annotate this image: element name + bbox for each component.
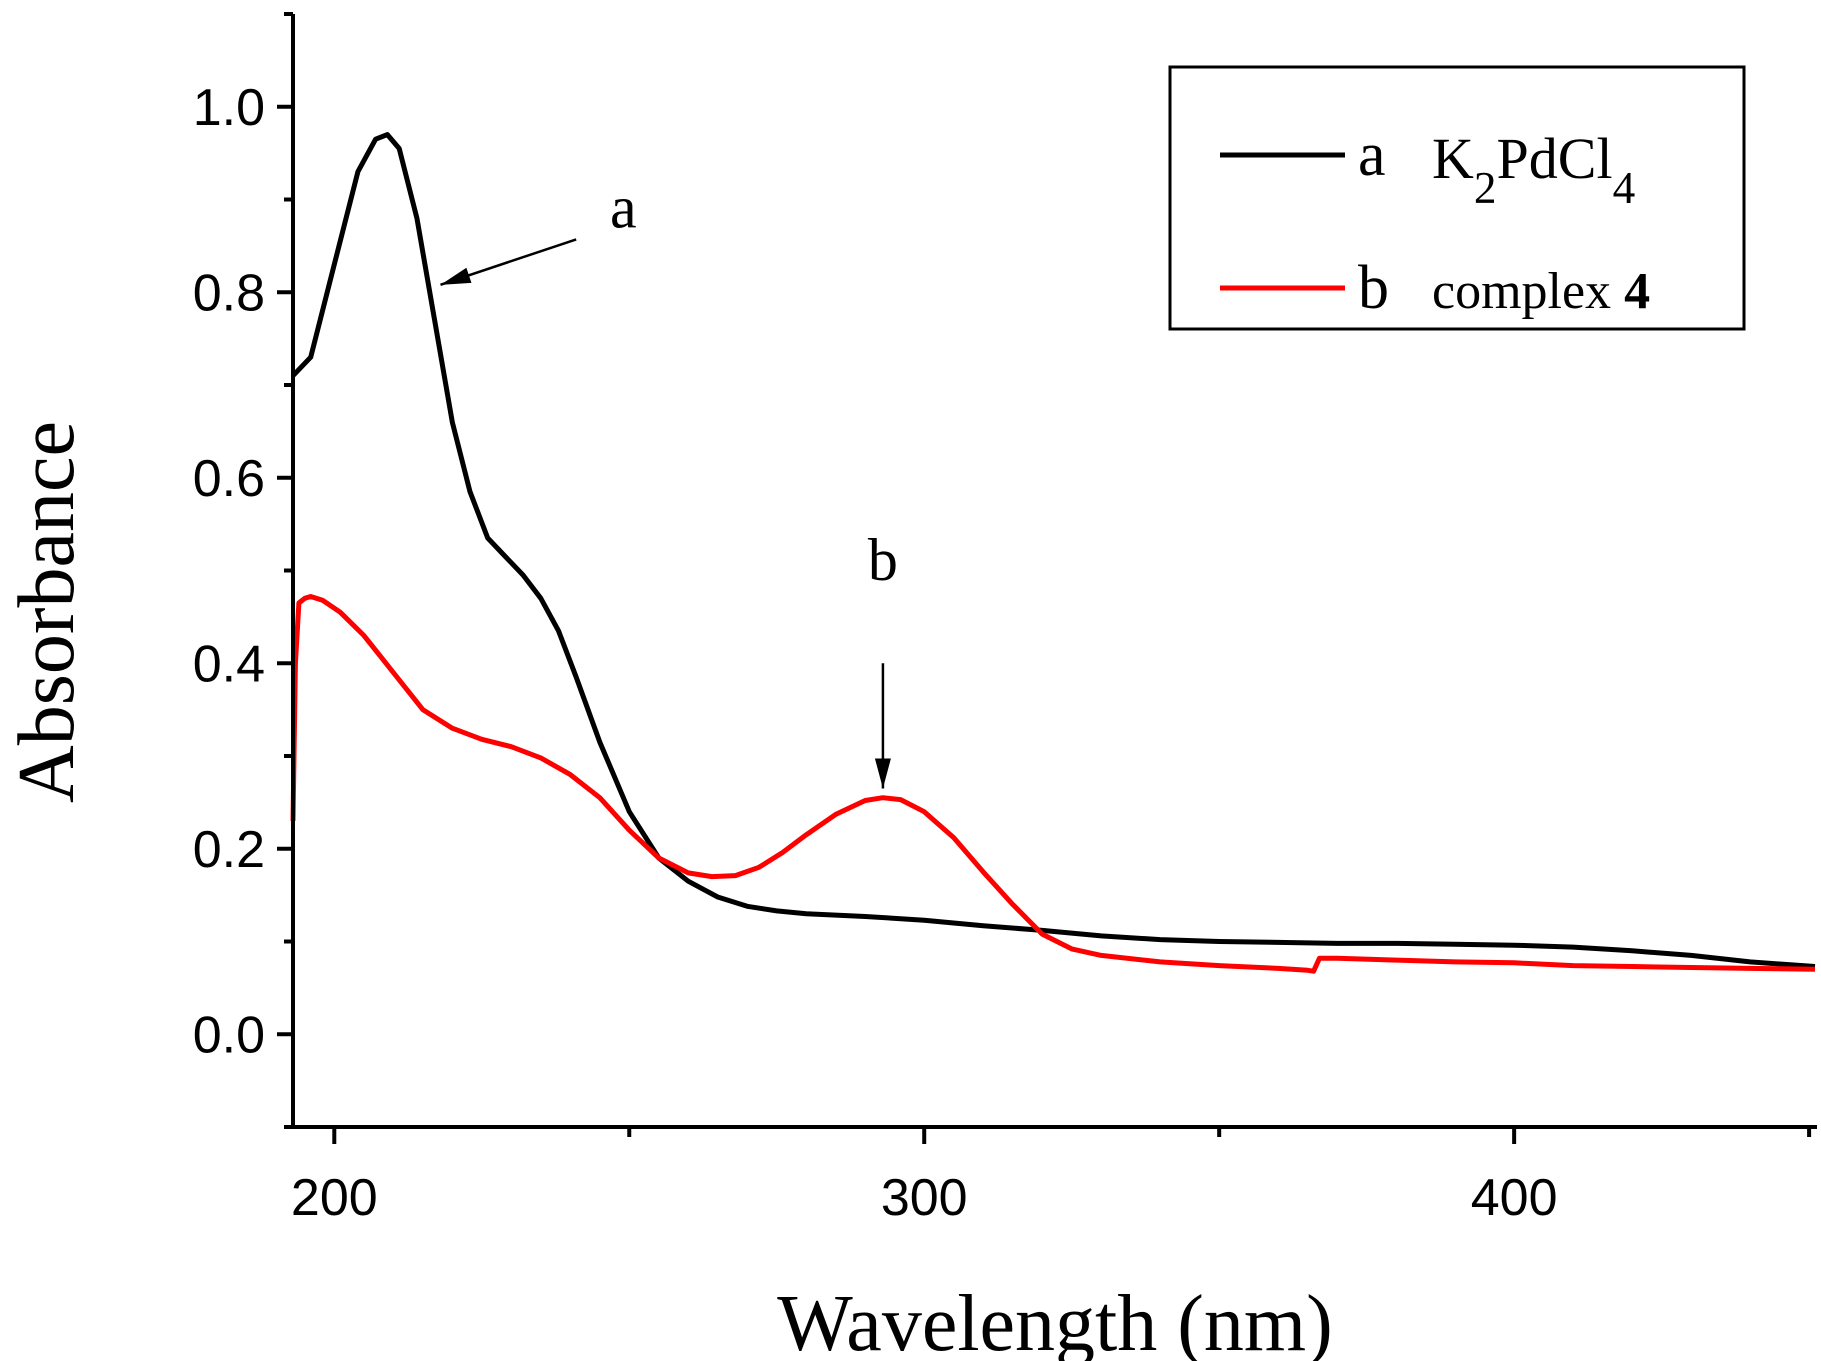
y-axis-title: Absorbance (3, 421, 91, 803)
legend-label-part: 4 (1624, 263, 1650, 320)
y-tick-label: 0.8 (193, 264, 265, 322)
y-tick-label: 1.0 (193, 79, 265, 137)
annotation-arrowhead-a (440, 267, 472, 285)
legend-box (1168, 65, 1746, 331)
x-tick-label: 300 (881, 1169, 968, 1227)
x-tick-label: 200 (291, 1169, 378, 1227)
legend-letter-b: b (1358, 254, 1389, 322)
series-line-a (291, 132, 1816, 969)
y-tick-label: 0.2 (193, 821, 265, 879)
annotations: ab (440, 174, 898, 789)
y-tick-label: 0.0 (193, 1006, 265, 1064)
legend-label-part: K (1432, 126, 1474, 191)
y-tick-label: 0.6 (193, 450, 265, 508)
legend-label-b: complex 4 (1432, 263, 1650, 320)
y-tick-label: 0.4 (193, 635, 265, 693)
x-axis-title: Wavelength (nm) (777, 1280, 1333, 1361)
legend-letter-a: a (1358, 121, 1386, 189)
plot-series (290, 132, 1816, 974)
series-line-b (290, 594, 1816, 974)
x-tick-label: 400 (1471, 1169, 1558, 1227)
annotation-arrowhead-b (874, 758, 891, 789)
legend: a K2PdCl4 b complex 4 (1168, 65, 1746, 331)
legend-label-a: K2PdCl4 (1432, 126, 1635, 213)
legend-label-part: 4 (1613, 163, 1636, 213)
annotation-label-a: a (610, 174, 637, 240)
legend-label-part: complex (1432, 263, 1624, 320)
y-axis-ticks: 0.0 0.2 0.4 0.6 0.8 1.0 (193, 12, 293, 1129)
legend-label-part: PdCl (1497, 126, 1613, 191)
x-axis-ticks: 200 300 400 (291, 1127, 1812, 1227)
legend-label-part: 2 (1474, 163, 1497, 213)
annotation-label-b: b (868, 527, 898, 593)
